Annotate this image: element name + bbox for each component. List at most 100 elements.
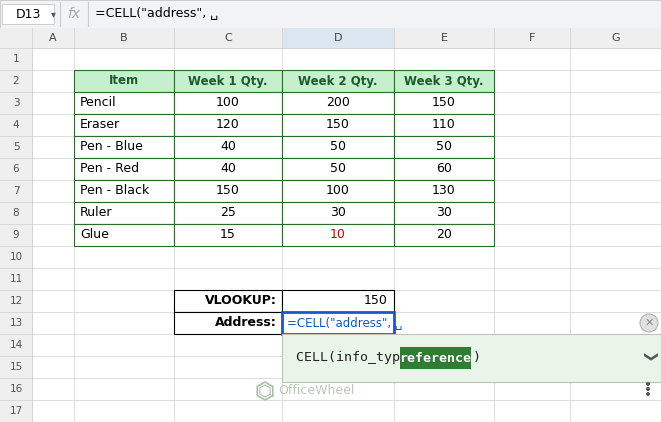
Bar (174, 312, 282, 334)
Bar (400, 347, 471, 369)
Bar (394, 92, 494, 114)
Bar (0, 92, 32, 114)
Bar (0, 28, 661, 48)
Text: reference: reference (399, 352, 471, 365)
Bar (174, 202, 282, 224)
Text: A: A (49, 33, 57, 43)
Text: 3: 3 (13, 98, 19, 108)
Text: VLOOKUP:: VLOOKUP: (205, 295, 277, 308)
Bar (282, 224, 394, 246)
Text: 4: 4 (13, 120, 19, 130)
Bar (174, 180, 282, 202)
Bar (174, 224, 282, 246)
Text: =CELL("address", ␣: =CELL("address", ␣ (95, 8, 218, 21)
Bar (0, 70, 32, 92)
Text: Week 1 Qty.: Week 1 Qty. (188, 75, 268, 87)
Bar (0, 268, 32, 290)
Text: 60: 60 (436, 162, 452, 176)
Circle shape (646, 392, 650, 396)
Text: 6: 6 (13, 164, 19, 174)
Bar (0, 378, 32, 400)
Text: Week 2 Qty.: Week 2 Qty. (298, 75, 377, 87)
Text: 30: 30 (330, 206, 346, 219)
Text: 150: 150 (216, 184, 240, 197)
Text: OfficeWheel: OfficeWheel (278, 384, 354, 398)
Text: 150: 150 (326, 119, 350, 132)
Bar (174, 114, 282, 136)
Bar (0, 158, 32, 180)
Text: ✕: ✕ (644, 318, 654, 328)
Text: F: F (529, 33, 535, 43)
Text: 100: 100 (216, 97, 240, 109)
Bar (0, 356, 32, 378)
Text: 7: 7 (13, 186, 19, 196)
Text: 1: 1 (13, 54, 19, 64)
Text: fx: fx (67, 7, 81, 21)
Bar (174, 290, 282, 312)
Text: ▾: ▾ (50, 9, 56, 19)
Bar (0, 400, 32, 422)
Text: 40: 40 (220, 141, 236, 154)
Text: 20: 20 (436, 228, 452, 241)
Text: 15: 15 (9, 362, 22, 372)
Text: 50: 50 (436, 141, 452, 154)
Bar (74, 158, 174, 180)
Bar (282, 158, 394, 180)
Bar (282, 114, 394, 136)
Text: 9: 9 (13, 230, 19, 240)
Text: C: C (224, 33, 232, 43)
Text: Pen - Black: Pen - Black (80, 184, 149, 197)
Text: Glue: Glue (80, 228, 109, 241)
Circle shape (640, 314, 658, 332)
Bar (74, 180, 174, 202)
Bar (2, 4, 54, 24)
Text: 2: 2 (13, 76, 19, 86)
Bar (394, 114, 494, 136)
Text: 16: 16 (9, 384, 22, 394)
Bar (0, 136, 32, 158)
Text: 5: 5 (13, 142, 19, 152)
Bar (0, 334, 32, 356)
Text: E: E (440, 33, 447, 43)
Text: ❯: ❯ (641, 352, 655, 364)
Bar (394, 224, 494, 246)
Bar (74, 136, 174, 158)
Bar (0, 180, 32, 202)
Text: 11: 11 (9, 274, 22, 284)
Bar (282, 136, 394, 158)
Text: ): ) (473, 352, 481, 365)
Bar (282, 28, 394, 48)
Text: 8: 8 (13, 208, 19, 218)
Bar (394, 70, 494, 92)
Text: CELL(info_type,: CELL(info_type, (296, 352, 424, 365)
Text: Eraser: Eraser (80, 119, 120, 132)
Circle shape (646, 382, 650, 386)
Text: Ruler: Ruler (80, 206, 112, 219)
Bar (282, 70, 394, 92)
Circle shape (646, 387, 650, 391)
Text: Pen - Blue: Pen - Blue (80, 141, 143, 154)
Text: Item: Item (109, 75, 139, 87)
Text: 50: 50 (330, 141, 346, 154)
Bar (394, 180, 494, 202)
Text: G: G (611, 33, 620, 43)
Bar (282, 312, 394, 334)
Bar (282, 180, 394, 202)
Bar (74, 114, 174, 136)
Bar (0, 0, 661, 28)
Bar (0, 246, 32, 268)
Bar (282, 202, 394, 224)
Text: 100: 100 (326, 184, 350, 197)
Bar (0, 312, 32, 334)
Text: 15: 15 (220, 228, 236, 241)
Bar (74, 202, 174, 224)
Text: 50: 50 (330, 162, 346, 176)
Text: 150: 150 (364, 295, 388, 308)
Bar (282, 290, 394, 312)
Text: 17: 17 (9, 406, 22, 416)
Text: =CELL("address", ␣: =CELL("address", ␣ (287, 316, 403, 330)
Bar (74, 70, 174, 92)
Text: 110: 110 (432, 119, 456, 132)
Text: 40: 40 (220, 162, 236, 176)
Text: D13: D13 (15, 8, 41, 21)
